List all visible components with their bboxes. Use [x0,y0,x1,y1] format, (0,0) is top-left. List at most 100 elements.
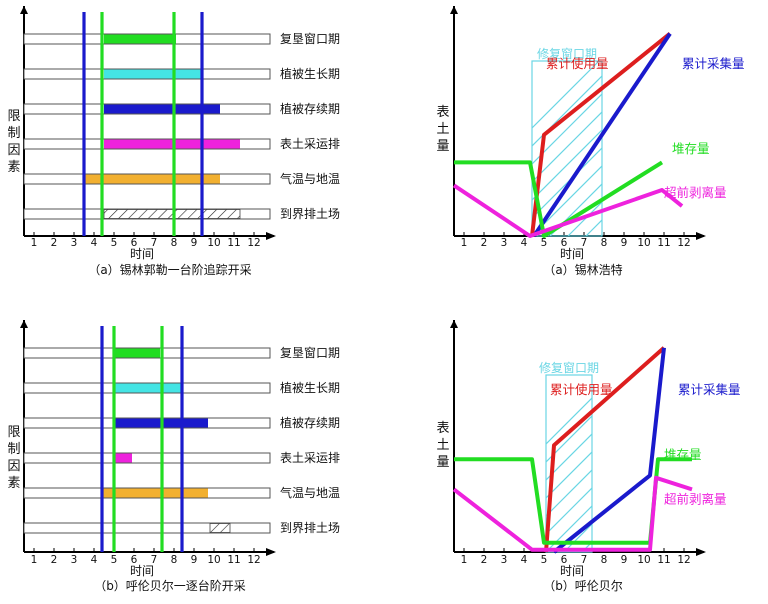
x-tick-label: 5 [111,237,118,249]
x-tick-label: 1 [461,554,468,566]
row-bar [209,523,231,533]
x-tick-label: 1 [461,237,468,249]
row-bar [104,34,176,44]
hatch-line [532,165,602,236]
hatch-line [762,352,768,552]
y-axis-label: 限制因素 [7,109,20,175]
repair-window-box [545,374,593,553]
x-tick-label: 12 [677,554,690,566]
panel-caption: （a）锡林浩特 [543,262,622,277]
row-bar [84,174,220,184]
x-axis-label: 时间 [560,247,584,261]
row-bar [104,104,220,114]
x-tick-label: 9 [191,237,198,249]
series-line [552,347,666,554]
x-tick-label: 8 [601,237,608,249]
panel-caption: （a）锡林郭勒一台阶追踪开采 [88,262,251,277]
x-tick-label: 6 [131,554,138,566]
x-tick-label: 9 [621,554,628,566]
x-axis-label: 时间 [130,564,154,578]
repair-window-label: 修复窗口期 [539,360,599,375]
row-label: 复垦窗口期 [280,32,340,46]
series-line [452,183,684,238]
x-tick-label: 1 [31,237,38,249]
row-label: 复垦窗口期 [280,346,340,360]
y-axis-arrow [20,320,28,328]
row-frame [23,452,271,464]
x-axis-label: 时间 [130,247,154,261]
x-tick-label: 2 [51,237,58,249]
x-tick-label: 5 [111,554,118,566]
row-bar [114,383,182,393]
row-label: 到界排土场 [280,521,340,535]
x-tick-label: 4 [91,554,98,566]
x-tick-label: 10 [207,554,220,566]
x-axis-arrow [696,548,706,556]
hatch-line [532,147,602,219]
x-tick-label: 2 [481,554,488,566]
hatch-line [546,415,592,463]
x-tick-label: 3 [71,554,78,566]
row-label: 植被生长期 [280,66,340,81]
panel-caption: （b）呼伦贝尔 [543,578,623,593]
x-tick-label: 9 [191,554,198,566]
x-tick-label: 10 [637,554,650,566]
series-label: 超前剥离量 [664,185,727,200]
x-tick-label: 11 [657,237,670,249]
hatch-line [567,201,602,236]
series-line [544,346,666,553]
series-label: 超前剥离量 [664,491,727,506]
series-label: 累计使用量 [546,56,609,71]
y-axis-arrow [20,6,28,14]
hatch-line [532,61,600,129]
x-tick-label: 11 [227,554,240,566]
series-line [454,160,664,238]
series-label: 堆存量 [664,447,702,462]
row-frame [23,522,271,534]
x-tick-label: 5 [541,237,548,249]
x-tick-label: 8 [171,554,178,566]
y-axis-arrow [450,320,458,328]
x-tick-label: 4 [521,554,528,566]
x-tick-label: 11 [227,237,240,249]
repair-window-hatch [546,352,768,552]
row-label: 表土采运排 [280,451,340,465]
x-tick-label: 1 [31,554,38,566]
row-bar [104,139,240,149]
x-tick-label: 6 [561,237,568,249]
hatch-line [532,111,602,183]
row-label: 到界排土场 [280,207,340,221]
hatch-line [744,352,768,552]
hatch-line [546,433,592,481]
x-tick-label: 10 [207,237,220,249]
x-tick-label: 10 [637,237,650,249]
x-tick-label: 7 [151,237,158,249]
panel-b-left: 1 2 3 4 5 6 7 8 9 10 11 12时间限制因素（b）呼伦贝尔一逐台阶开采复垦窗口期植… [7,320,340,593]
row-bar [102,488,208,498]
hatch-line [748,36,768,236]
y-axis-arrow [450,6,458,14]
x-tick-label: 6 [561,554,568,566]
hatch-line [532,129,602,201]
series-label: 累计采集量 [678,382,741,397]
row-label: 植被存续期 [280,101,340,116]
x-tick-label: 4 [91,237,98,249]
x-axis-arrow [696,232,706,240]
x-tick-label: 3 [71,237,78,249]
row-label: 植被生长期 [280,380,340,395]
x-tick-label: 7 [581,237,588,249]
x-tick-label: 12 [247,237,260,249]
x-axis-label: 时间 [560,564,584,578]
x-tick-label: 8 [171,237,178,249]
repair-window-label: 修复窗口期 [537,46,597,61]
x-tick-label: 5 [541,554,548,566]
series-label: 堆存量 [672,141,710,156]
x-tick-label: 9 [621,237,628,249]
y-axis-label: 表土量 [436,421,449,470]
series-line [452,475,693,552]
x-tick-label: 11 [657,554,670,566]
x-tick-label: 7 [581,554,588,566]
